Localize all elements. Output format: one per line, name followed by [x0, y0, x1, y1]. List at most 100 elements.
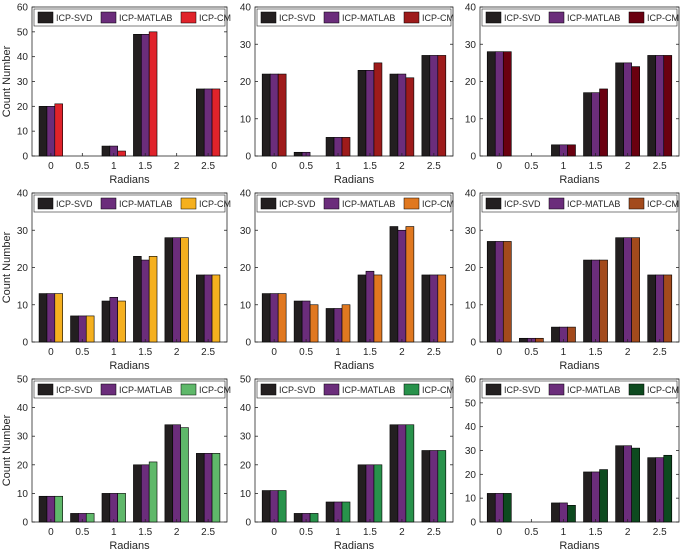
bar-icp-cm-1.5: [148, 256, 158, 343]
legend: ICP-SVD ICP-MATLAB ICP-CM: [33, 380, 231, 399]
x-axis-label: Radians: [109, 540, 150, 552]
y-tick-label: 10: [240, 114, 252, 125]
chart-panel-4: 0 10 20 30 40 0 0.5 1 1.5 2 2.5 Radians Count Number…: [1, 189, 231, 373]
bar-icp-cm-2.5: [437, 274, 447, 343]
bar-icp-matlab-1.5: [140, 259, 150, 343]
bar-icp-matlab-2: [623, 445, 632, 523]
bar-icp-cm-0: [54, 495, 63, 523]
bar-icp-svd-1.5: [357, 274, 367, 343]
bar-icp-cm-0: [277, 293, 287, 343]
bar-icp-cm-1.5: [148, 31, 158, 157]
legend-swatch-icp-svd: [485, 11, 502, 24]
legend-label-icp-matlab: ICP-MATLAB: [119, 13, 172, 23]
bar-icp-matlab-1.5: [140, 34, 150, 157]
legend: ICP-SVD ICP-MATLAB ICP-CM: [256, 194, 454, 213]
bar-icp-matlab-2.5: [203, 88, 213, 157]
x-tick-label: 1.5: [363, 161, 377, 172]
x-tick-label: 2: [174, 527, 180, 538]
y-tick-label: 10: [465, 114, 477, 125]
legend-swatch-icp-svd: [260, 11, 277, 24]
y-axis-label: Count Number: [1, 231, 13, 303]
bar-icp-cm-2.5: [211, 88, 221, 157]
bar-icp-matlab-0: [46, 293, 56, 343]
bar-icp-svd-2.5: [647, 274, 657, 343]
x-tick-label: 2: [174, 347, 180, 358]
chart-panel-1: 0 10 20 30 40 50 60 0 0.5 1 1.5 2 2.5 Radians Count Nu…: [1, 3, 231, 187]
x-tick-label: 0: [271, 527, 277, 538]
bar-icp-svd-0: [486, 493, 496, 523]
legend-swatch-icp-svd: [37, 11, 54, 24]
x-axis-label: Radians: [109, 360, 150, 372]
x-axis-label: Radians: [334, 360, 375, 372]
bar-icp-svd-2: [615, 445, 624, 523]
bar-icp-matlab-2.5: [203, 453, 213, 523]
bar-icp-cm-1.5: [599, 88, 608, 157]
legend-label-icp-cm: ICP-CM: [422, 199, 454, 209]
legend-label-icp-svd: ICP-SVD: [56, 385, 93, 395]
bar-icp-svd-2.5: [421, 274, 431, 343]
legend-swatch-icp-cm: [403, 197, 420, 210]
bar-icp-svd-1: [551, 326, 560, 343]
bar-icp-cm-0: [502, 51, 512, 157]
bar-icp-svd-2: [389, 424, 399, 523]
x-tick-label: 1: [561, 527, 567, 538]
x-tick-label: 0.5: [524, 527, 538, 538]
y-tick-label: 20: [17, 460, 29, 471]
x-tick-label: 0: [496, 161, 502, 172]
legend-swatch-icp-cm: [628, 11, 645, 24]
legend-label-icp-svd: ICP-SVD: [504, 13, 541, 23]
plot-area: [254, 192, 454, 343]
x-tick-label: 1.5: [589, 347, 603, 358]
bar-icp-cm-1.5: [373, 274, 383, 343]
bar-icp-svd-2.5: [196, 88, 205, 157]
bar-icp-matlab-1: [333, 308, 343, 343]
bar-icp-matlab-2: [623, 237, 632, 343]
legend-box: [481, 380, 678, 399]
y-tick-label: 20: [17, 263, 29, 274]
plot-area: [479, 378, 680, 523]
y-tick-label: 0: [22, 152, 28, 163]
bar-icp-matlab-0.5: [78, 315, 87, 343]
legend-label-icp-svd: ICP-SVD: [279, 13, 316, 23]
x-tick-label: 2.5: [427, 347, 441, 358]
legend-swatch-icp-cm: [180, 11, 197, 24]
x-tick-label: 0: [271, 161, 277, 172]
legend-label-icp-cm: ICP-CM: [647, 385, 679, 395]
x-tick-label: 1.5: [138, 347, 152, 358]
legend-box: [481, 8, 678, 27]
bar-icp-cm-1.5: [599, 469, 608, 523]
y-tick-label: 30: [240, 432, 252, 443]
x-tick-label: 0: [48, 347, 54, 358]
x-tick-label: 2: [399, 527, 405, 538]
legend-label-icp-cm: ICP-CM: [422, 13, 454, 23]
x-tick-label: 0.5: [75, 347, 89, 358]
x-tick-label: 1: [335, 347, 341, 358]
bar-icp-matlab-1.5: [591, 259, 600, 343]
legend-label-icp-cm: ICP-CM: [199, 385, 231, 395]
y-tick-label: 10: [465, 494, 477, 505]
legend-swatch-icp-matlab: [323, 197, 340, 210]
bar-icp-cm-2.5: [437, 450, 447, 523]
y-axis-label: Count Number: [1, 45, 13, 117]
bar-icp-svd-1.5: [583, 259, 592, 343]
x-tick-label: 0.5: [524, 347, 538, 358]
x-tick-label: 2: [625, 161, 631, 172]
bar-icp-cm-2: [631, 237, 640, 343]
legend-label-icp-cm: ICP-CM: [199, 199, 231, 209]
plot-area: [31, 6, 228, 157]
x-tick-label: 2.5: [201, 347, 215, 358]
bar-icp-svd-2: [164, 237, 174, 343]
chart-panel-6: 0 10 20 30 40 0 0.5 1 1.5 2 2.5 Radians ICP-SVD ICP-M…: [465, 189, 680, 372]
x-tick-label: 1: [335, 527, 341, 538]
bar-icp-matlab-2.5: [655, 55, 665, 157]
plot-area: [31, 192, 228, 343]
y-tick-label: 50: [465, 398, 477, 409]
bar-icp-cm-1.5: [373, 464, 383, 523]
bar-icp-matlab-1.5: [140, 464, 150, 523]
bar-icp-cm-0: [54, 103, 63, 157]
bar-icp-cm-0: [277, 490, 287, 523]
bar-icp-matlab-2.5: [429, 274, 439, 343]
legend-label-icp-svd: ICP-SVD: [504, 385, 541, 395]
